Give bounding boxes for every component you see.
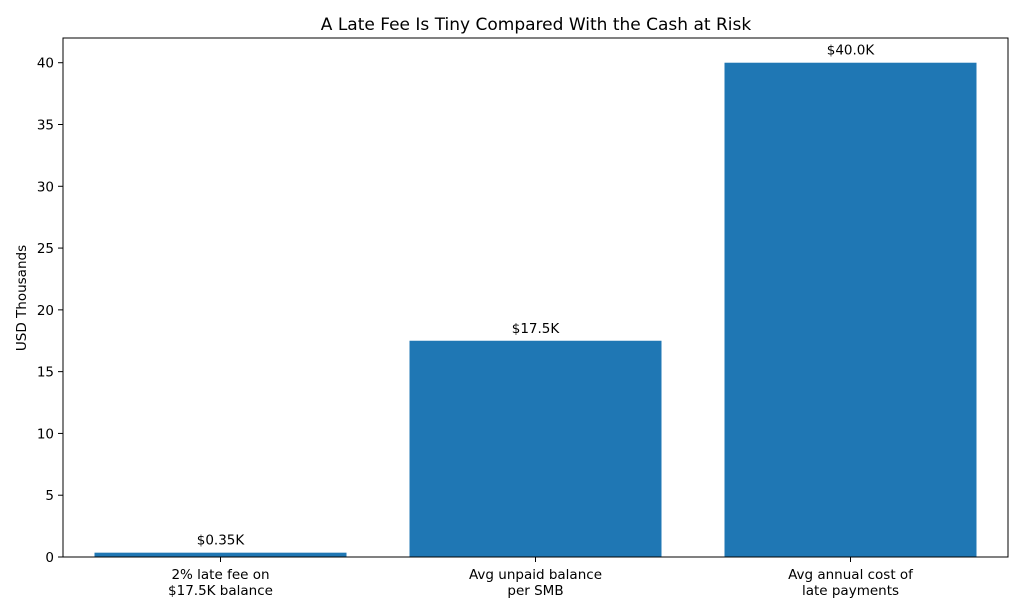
plot-area: 0 5 10 15 20 25 30 35 40 2% late fee on $17.5K bal…	[37, 37, 1009, 599]
x-tick-label-0-line-0: 2% late fee on	[171, 567, 269, 583]
data-label-0: $0.35K	[197, 533, 246, 549]
chart-title: A Late Fee Is Tiny Compared With the Cas…	[321, 15, 752, 35]
y-tick-label-4: 20	[37, 303, 54, 319]
y-tick-label-0: 0	[45, 550, 54, 566]
x-tick-label-1-line-1: per SMB	[507, 583, 563, 599]
data-label-1: $17.5K	[512, 321, 561, 337]
bar-1	[409, 340, 662, 557]
y-tick-label-6: 30	[37, 179, 54, 195]
y-tick-label-1: 5	[45, 488, 54, 504]
bar-0	[94, 552, 347, 557]
x-tick-label-0-line-1: $17.5K balance	[168, 583, 273, 599]
x-tick-label-2: Avg annual cost of late payments	[788, 567, 914, 599]
bar-2	[724, 62, 977, 557]
y-axis-label: USD Thousands	[14, 245, 30, 351]
y-tick-label-2: 10	[37, 426, 54, 442]
x-tick-label-2-line-1: late payments	[802, 583, 899, 599]
y-tick-label-7: 35	[37, 118, 54, 134]
x-tick-label-2-line-0: Avg annual cost of	[788, 567, 914, 583]
x-tick-label-0: 2% late fee on $17.5K balance	[168, 567, 273, 599]
y-tick-label-3: 15	[37, 365, 54, 381]
y-tick-label-5: 25	[37, 241, 54, 257]
x-tick-label-1-line-0: Avg unpaid balance	[469, 567, 602, 583]
data-label-2: $40.0K	[827, 43, 876, 59]
y-tick-label-8: 40	[37, 56, 54, 72]
x-tick-label-1: Avg unpaid balance per SMB	[469, 567, 602, 599]
